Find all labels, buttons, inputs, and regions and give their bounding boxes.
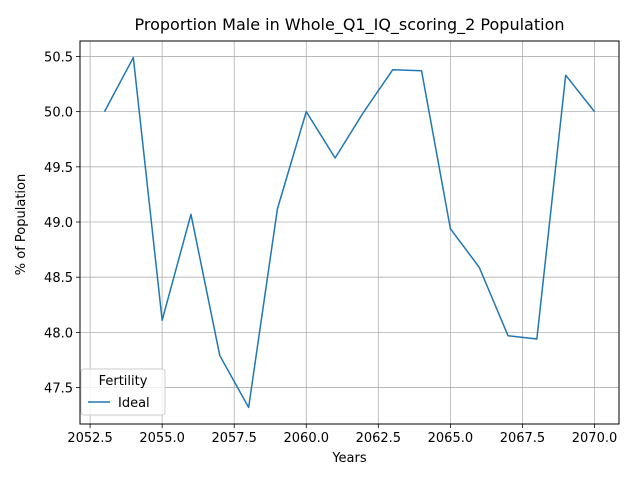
x-tick-label: 2070.0 bbox=[572, 431, 618, 446]
y-tick-label: 49.5 bbox=[44, 161, 73, 176]
x-axis-ticks: 2052.5 2055.0 2057.5 2060.0 2062.5 2065.0 2067… bbox=[67, 424, 617, 446]
y-tick-label: 47.5 bbox=[44, 382, 73, 397]
chart-title: Proportion Male in Whole_Q1_IQ_scoring_2… bbox=[135, 15, 565, 35]
y-tick-label: 50.5 bbox=[44, 50, 73, 65]
series-layer bbox=[103, 56, 596, 409]
y-tick-label: 50.0 bbox=[44, 106, 73, 121]
series-line-ideal bbox=[103, 56, 596, 409]
x-tick-label: 2055.0 bbox=[139, 431, 185, 446]
y-tick-label: 49.0 bbox=[44, 216, 73, 231]
x-tick-label: 2057.5 bbox=[211, 431, 257, 446]
plot-frame bbox=[79, 40, 620, 425]
grid bbox=[80, 41, 619, 424]
y-axis-ticks: 47.5 48.0 48.5 49.0 49.5 50.0 50.5 bbox=[44, 50, 80, 397]
legend-label-ideal: Ideal bbox=[118, 396, 150, 411]
x-tick-label: 2060.0 bbox=[284, 431, 330, 446]
y-tick-label: 48.5 bbox=[44, 271, 73, 286]
x-tick-label: 2065.0 bbox=[428, 431, 474, 446]
y-axis-label: % of Population bbox=[14, 174, 29, 275]
x-axis-label: Years bbox=[331, 451, 367, 466]
legend-title: Fertility bbox=[99, 374, 148, 389]
legend-box bbox=[80, 368, 166, 416]
x-tick-label: 2062.5 bbox=[356, 431, 402, 446]
x-tick-label: 2052.5 bbox=[67, 431, 113, 446]
legend: Fertility Ideal bbox=[80, 368, 166, 416]
x-tick-label: 2067.5 bbox=[500, 431, 546, 446]
y-tick-label: 48.0 bbox=[44, 326, 73, 341]
